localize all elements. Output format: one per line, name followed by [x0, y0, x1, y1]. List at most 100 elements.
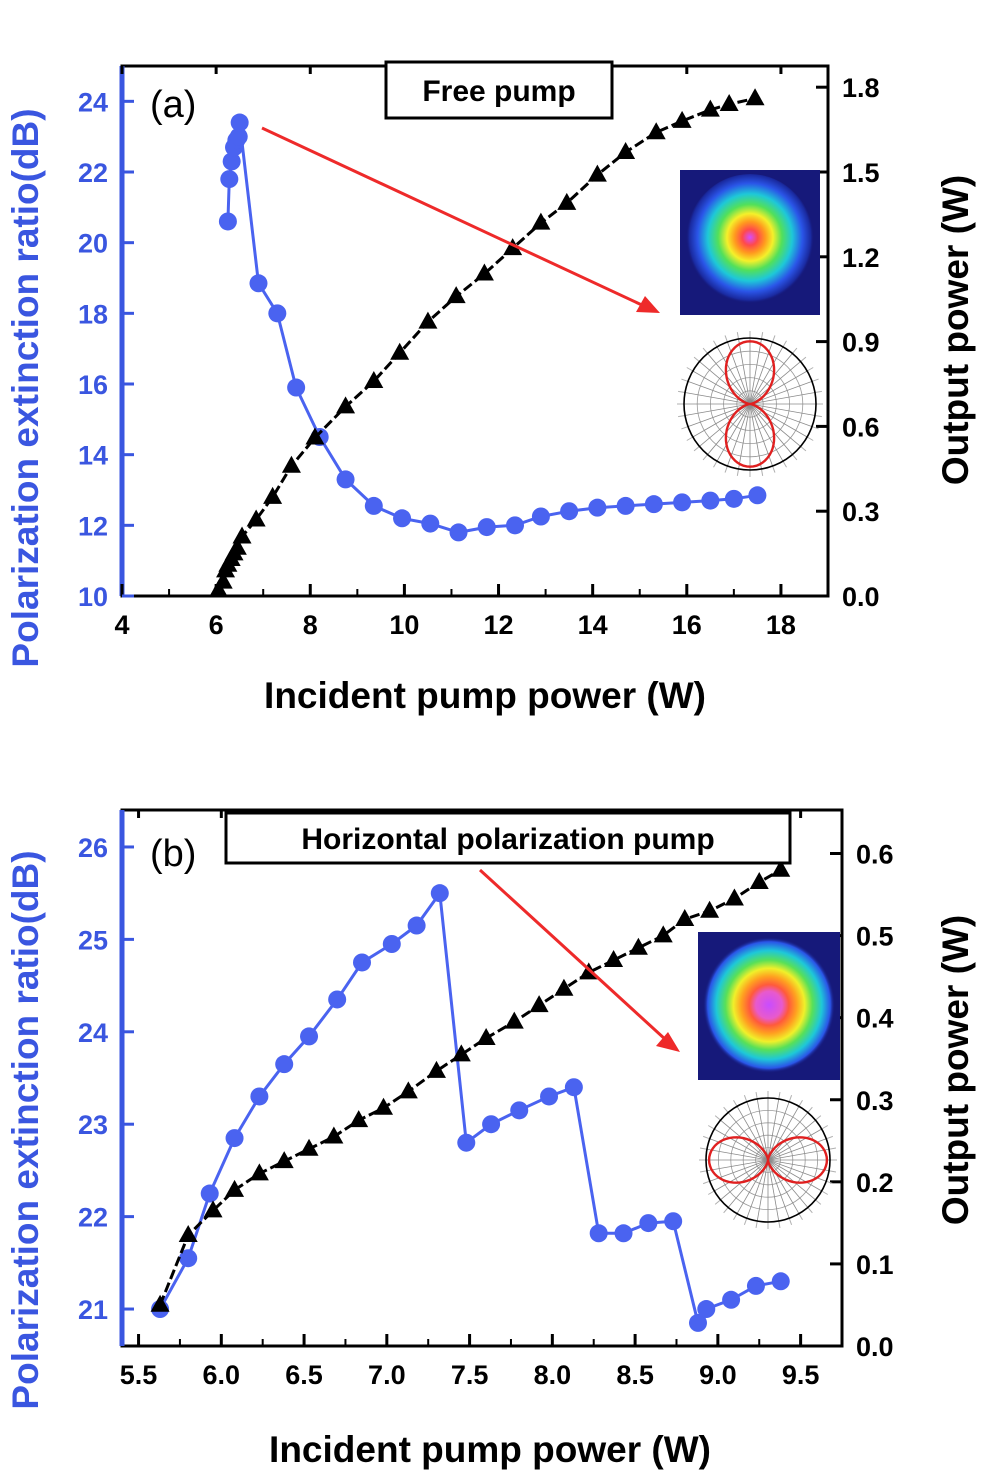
x-tick-label: 18: [766, 610, 796, 640]
polar-angle-mark: [800, 356, 807, 362]
extinction-ratio-point: [393, 509, 412, 528]
polar-plot-inset: [677, 331, 823, 477]
left-tick-label: 22: [78, 1203, 108, 1233]
polar-angle-mark: [800, 446, 807, 452]
extinction-ratio-point: [328, 990, 347, 1009]
polar-angle-mark: [724, 335, 728, 343]
output-power-point: [557, 192, 577, 210]
extinction-ratio-point: [506, 516, 525, 535]
polar-angle-mark: [702, 1180, 710, 1185]
polar-spoke: [706, 1148, 769, 1161]
polar-angle-mark: [826, 1180, 834, 1185]
polar-angle-mark: [811, 378, 819, 382]
right-tick-label: 0.2: [856, 1168, 894, 1198]
output-power-point: [476, 1027, 496, 1045]
extinction-ratio-point: [225, 1129, 244, 1148]
extinction-ratio-point: [220, 170, 239, 189]
data-series: [208, 88, 767, 598]
extinction-ratio-point: [430, 884, 449, 903]
axis-ticks: 5.5 6.0 6.5 7.0 7.5 8.0 8.5 9.0 9.5 21 22 23 24 25 26 0…: [78, 810, 894, 1390]
panel-a: 4 6 8 10 12 14 16 18 10 12 14 16 18 20 22 24 0.0 0.3 0.6 0.…: [5, 60, 976, 716]
beam-profile-inset: [698, 932, 840, 1080]
polar-angle-mark: [733, 1213, 738, 1221]
polar-spoke: [684, 392, 751, 405]
extinction-ratio-point: [614, 1224, 633, 1243]
extinction-ratio-point: [724, 489, 743, 508]
output-power-point: [213, 571, 233, 589]
data-series: [150, 859, 791, 1332]
polar-angle-mark: [760, 468, 764, 476]
beam-profile-inset: [680, 170, 820, 315]
left-axis-title: Polarization extinction ratio(dB): [5, 108, 46, 667]
x-tick-label: 7.0: [368, 1360, 406, 1390]
extinction-ratio-point: [664, 1212, 683, 1231]
polar-angle-mark: [821, 1190, 829, 1195]
polar-spoke: [699, 361, 751, 405]
polar-spoke: [749, 392, 816, 405]
polar-angle-mark: [686, 367, 694, 372]
left-tick-label: 12: [78, 511, 108, 541]
extinction-ratio-point: [421, 514, 440, 533]
polar-angle-mark: [788, 1094, 793, 1102]
x-tick-label: 4: [114, 610, 129, 640]
output-power-point: [446, 286, 466, 304]
polar-angle-mark: [815, 1115, 822, 1121]
polar-angle-mark: [678, 390, 686, 394]
output-power-point: [426, 1060, 446, 1078]
left-tick-label: 20: [78, 229, 108, 259]
right-tick-label: 1.5: [842, 158, 880, 188]
title-box: [384, 60, 614, 120]
right-tick-label: 0.5: [856, 922, 894, 952]
output-power-point: [246, 509, 266, 527]
left-tick-label: 24: [78, 1018, 108, 1048]
x-tick-label: 16: [672, 610, 702, 640]
beam-spot: [703, 937, 835, 1073]
output-power-point: [628, 937, 648, 955]
extinction-ratio-point: [588, 498, 607, 517]
polar-angle-mark: [828, 1147, 837, 1150]
extinction-ratio-point: [748, 486, 767, 505]
polar-angle-mark: [778, 1091, 781, 1100]
extinction-ratio-point: [639, 1214, 658, 1233]
polar-lobe: [724, 340, 776, 468]
polar-angle-mark: [807, 1207, 813, 1214]
polar-angle-mark: [678, 414, 686, 418]
right-tick-label: 0.1: [856, 1250, 894, 1280]
extinction-ratio-point: [531, 507, 550, 526]
x-axis-title: Incident pump power (W): [269, 1429, 711, 1470]
extinction-ratio-point: [179, 1249, 198, 1268]
polar-spoke: [756, 1159, 769, 1222]
polar-spoke: [706, 1159, 769, 1172]
polar-angle-mark: [702, 1135, 710, 1140]
extinction-ratio-point: [229, 127, 248, 146]
polar-spoke: [714, 1159, 769, 1192]
polar-spoke: [714, 1128, 769, 1161]
output-power-point: [616, 142, 636, 160]
polar-angle-mark: [782, 460, 787, 468]
output-power-point: [700, 99, 720, 117]
output-power-point: [604, 950, 624, 968]
polar-spoke: [684, 403, 751, 416]
polar-angle-mark: [814, 414, 822, 418]
panel-b: 5.5 6.0 6.5 7.0 7.5 8.0 8.5 9.0 9.5 21 22 23 24 25 26 0…: [5, 808, 976, 1470]
polar-angle-mark: [724, 465, 728, 473]
x-tick-label: 7.5: [451, 1360, 489, 1390]
polar-angle-mark: [755, 1091, 758, 1100]
polar-spoke: [767, 1159, 780, 1222]
x-tick-label: 6.0: [203, 1360, 241, 1390]
polar-angle-mark: [792, 454, 798, 461]
output-power-point: [554, 978, 574, 996]
output-power-point: [504, 1011, 524, 1029]
polar-spoke: [767, 1159, 816, 1201]
output-power-point: [451, 1044, 471, 1062]
polar-angle-mark: [686, 436, 694, 441]
output-power-point: [263, 486, 283, 504]
extinction-ratio-point: [218, 212, 237, 231]
polar-angle-mark: [811, 426, 819, 430]
x-tick-label: 8.5: [616, 1360, 654, 1390]
right-tick-label: 0.3: [842, 497, 880, 527]
polar-spoke: [767, 1148, 830, 1161]
extinction-ratio-point: [364, 496, 383, 515]
polar-spoke: [716, 346, 751, 405]
polar-spoke: [727, 1112, 769, 1161]
